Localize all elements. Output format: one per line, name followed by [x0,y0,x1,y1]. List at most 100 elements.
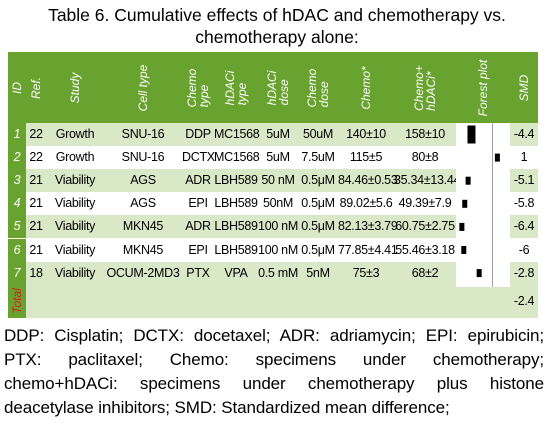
row-ref: 21 [29,196,43,211]
row-study: Growth [55,127,95,141]
row-id: 1 [8,123,26,146]
header-chemo-type-l2: type [197,84,211,107]
row-chemo-dose: 50uM [302,127,334,141]
header-hdaci-type-text: hDACi type [223,70,249,105]
row-chemo: 89.02±5.6 [339,196,393,211]
row-chemo-type: EPI [188,242,208,257]
header-cell-type: Cell type [104,52,182,123]
row-chemo-dose: 0.5μM [301,173,335,188]
header-hdaci-dose-l2: dose [277,78,291,105]
table-row: 7 18 Viability OCUM-2MD3 PTX VPA 0.5 mM 5nM 75±3… [8,261,538,285]
row-ref: 18 [29,265,43,280]
row-hdaci-dose: 100 nM [258,242,298,257]
row-study: Viability [54,173,96,188]
row-chemo-dose: 7.5uM [301,150,335,165]
row-smd: -2.8 [513,265,535,280]
header-cell-type-text: Cell type [136,64,150,111]
row-chemo-type: DCTX [182,150,215,165]
row-id: 2 [8,146,26,170]
row-study: Growth [55,150,95,165]
header-chemo-hdaci: Chemo+ hDACi* [394,52,456,123]
forest-point [476,269,482,278]
row-chemo-dose: 0.5μM [301,242,335,257]
row-chemo-hdaci: 80±8 [411,150,439,165]
header-study: Study [46,52,104,123]
table-row: 3 21 Viability AGS ADR LBH589 50 nM 0.5μM 84.46±… [8,169,538,193]
row-chemo-type: EPI [188,196,208,211]
header-hdaci-type: hDACi type [214,52,258,123]
row-cell-type: SNU-16 [121,127,165,141]
row-chemo: 140±10 [346,127,386,141]
row-chemo-type: PTX [186,265,210,280]
table-row: 6 21 Viability MKN45 EPI LBH589 100 nM 0.5μM 77.… [8,238,538,262]
row-study: Viability [54,242,96,257]
row-smd: -6.4 [513,219,535,234]
row-smd: -5.8 [513,196,535,211]
header-ref: Ref. [26,52,46,123]
row-ref: 21 [29,219,43,234]
header-forest-plot-text: Forest plot [476,59,490,116]
header-chemo-dose-text: Chemo dose [305,68,331,107]
header-id: ID [8,52,26,123]
total-label-cell: Total [8,284,26,318]
row-chemo-type: DDP [185,127,211,141]
table-row: 4 21 Viability AGS EPI LBH589 50nM 0.5μM 89.02±5… [8,192,538,216]
row-chemo-hdaci: 68±2 [411,265,439,280]
row-cell-type: MKN45 [122,242,164,257]
row-id: 6 [8,238,26,262]
row-ref: 21 [29,173,43,188]
header-chemo-dose: Chemo dose [298,52,338,123]
row-chemo: 115±5 [349,150,383,165]
row-smd: -4.4 [513,127,535,141]
row-id: 3 [8,169,26,193]
row-cell-type: AGS [130,173,156,188]
row-hdaci-type: MC1568 [214,150,260,165]
results-table: ID Ref. Study Cell type Chemo type hDACi t… [8,52,538,318]
row-ref: 22 [29,127,43,141]
forest-point [494,153,500,162]
row-hdaci-dose: 5uM [266,150,290,165]
row-cell-type: SNU-16 [121,150,165,165]
row-chemo-hdaci: 35.34±13.44 [394,173,461,188]
total-row: Total -2.4 [8,284,538,318]
header-study-text: Study [68,72,82,103]
header-chemo: Chemo* [338,52,394,123]
row-chemo-type: ADR [185,173,211,188]
row-chemo-hdaci: 158±10 [405,127,445,141]
row-study: Viability [54,196,96,211]
row-hdaci-type: LBH589 [214,196,258,211]
row-id: 4 [8,192,26,216]
row-hdaci-type: LBH589 [214,219,258,234]
row-hdaci-dose: 50 nM [261,173,295,188]
header-hdaci-dose-text: hDACi dose [265,70,291,105]
row-id: 7 [8,261,26,285]
row-chemo: 77.85±4.41 [338,242,398,257]
title-line-1: Table 6. Cumulative effects of hDAC and … [48,5,506,25]
forest-point [462,199,468,208]
table-row: 1 22 Growth SNU-16 DDP MC1568 5uM 50uM 140±10 158… [8,123,538,146]
header-chemo-type: Chemo type [182,52,214,123]
forest-point [467,125,476,144]
title-line-2: chemotherapy alone: [195,27,359,47]
header-hdaci-type-l2: type [235,82,249,105]
row-study: Viability [54,219,96,234]
header-hdaci-dose: hDACi dose [258,52,298,123]
table-header: ID Ref. Study Cell type Chemo type hDACi t… [8,52,538,123]
forest-point [459,222,465,231]
row-chemo-hdaci: 60.75±2.75 [395,219,455,234]
row-hdaci-dose: 5uM [266,127,290,141]
row-hdaci-type: LBH589 [214,173,258,188]
row-chemo-dose: 0.5μM [301,196,335,211]
row-chemo-dose: 5nM [306,265,330,280]
row-hdaci-dose: 50nM [262,196,294,211]
header-chemo-text: Chemo* [359,65,373,110]
header-id-text: ID [10,81,24,94]
row-hdaci-dose: 0.5 mM [258,265,298,280]
row-cell-type: AGS [130,196,156,211]
header-chemo-dose-l2: dose [317,80,331,107]
header-ref-text: Ref. [29,76,43,99]
row-chemo: 75±3 [352,265,380,280]
row-chemo: 84.46±0.53 [338,173,398,188]
row-smd: -5.1 [513,173,535,188]
row-smd: -6 [518,242,530,257]
